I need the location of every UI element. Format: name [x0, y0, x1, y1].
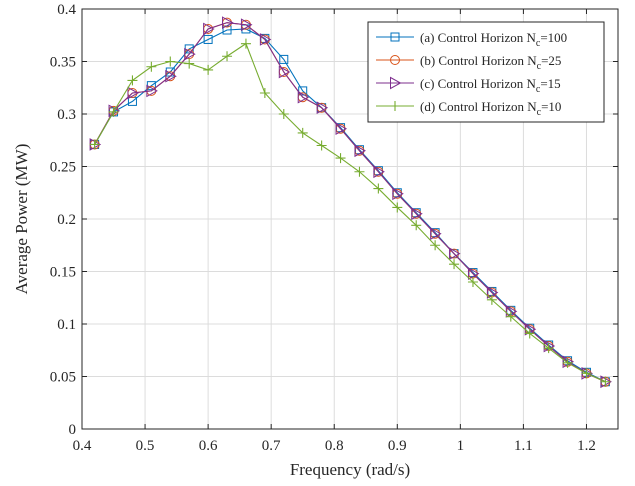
- series-layer: [89, 16, 612, 389]
- y-tick-label: 0.3: [57, 107, 76, 123]
- x-tick-label: 0.4: [73, 438, 92, 454]
- data-point: [562, 357, 573, 368]
- legend-marker: [390, 101, 400, 111]
- data-point: [411, 207, 423, 221]
- legend-entry: (a) Control Horizon Nc=100: [376, 30, 567, 49]
- data-point: [297, 127, 308, 138]
- data-point: [543, 343, 554, 354]
- legend-marker: [390, 32, 400, 42]
- data-point: [240, 38, 251, 49]
- legend-entry: (c) Control Horizon Nc=15: [376, 76, 561, 95]
- data-point: [278, 109, 289, 119]
- data-point: [600, 376, 611, 387]
- legend-entry: (d) Control Horizon Nc=10: [376, 99, 561, 118]
- data-point: [203, 22, 215, 36]
- y-tick-label: 0.15: [50, 265, 76, 281]
- data-point: [165, 69, 177, 83]
- y-tick-label: 0.25: [50, 160, 76, 176]
- x-tick-label: 1.1: [514, 438, 533, 454]
- data-point: [165, 56, 176, 67]
- data-point: [184, 47, 196, 61]
- data-point: [108, 106, 119, 117]
- series-line: [94, 42, 606, 383]
- data-point: [411, 220, 422, 231]
- data-point: [298, 86, 308, 96]
- data-point: [524, 328, 535, 339]
- data-point: [203, 64, 214, 75]
- x-tick-label: 0.6: [199, 438, 218, 454]
- data-point: [184, 58, 195, 69]
- series-line: [94, 28, 606, 383]
- data-point: [392, 187, 404, 201]
- data-point: [430, 227, 442, 241]
- data-point: [203, 34, 213, 44]
- data-point: [279, 54, 289, 64]
- data-point: [259, 88, 270, 98]
- data-point: [354, 166, 365, 177]
- data-point: [581, 368, 592, 379]
- y-tick-label: 0.35: [50, 55, 76, 71]
- data-point: [449, 247, 461, 260]
- x-tick-label: 0.8: [325, 438, 344, 454]
- series-line: [94, 22, 606, 383]
- y-tick-label: 0.05: [50, 370, 76, 386]
- y-axis-label: Average Power (MW): [12, 144, 31, 295]
- y-tick-label: 0.1: [57, 317, 76, 333]
- data-point: [373, 165, 385, 179]
- y-tick-label: 0: [69, 422, 77, 438]
- data-point: [222, 51, 233, 62]
- data-point: [354, 144, 366, 158]
- data-point: [505, 311, 516, 322]
- axis-ticks: 0.4 0.5 0.6 0.7 0.8 0.9 1 1.1 1.2 0 0.05 0.1 0.15 0.2…: [50, 2, 618, 454]
- data-point: [316, 140, 327, 151]
- legend-label: (a) Control Horizon Nc=100: [420, 30, 567, 49]
- x-tick-label: 1: [457, 438, 465, 454]
- x-axis-label: Frequency (rad/s): [290, 460, 410, 479]
- data-point: [278, 65, 291, 79]
- legend-marker: [390, 76, 402, 90]
- data-point: [373, 183, 384, 194]
- data-point: [467, 267, 480, 280]
- x-tick-label: 1.2: [577, 438, 596, 454]
- data-point: [259, 33, 272, 46]
- x-tick-label: 0.9: [388, 438, 407, 454]
- data-point: [430, 240, 441, 251]
- y-tick-label: 0.2: [57, 212, 76, 228]
- data-point: [486, 294, 497, 305]
- data-point: [392, 202, 403, 213]
- data-point: [146, 61, 157, 72]
- legend-label: (c) Control Horizon Nc=15: [420, 76, 561, 95]
- legend: (a) Control Horizon Nc=100 (b) Control Ho…: [367, 21, 605, 123]
- x-tick-label: 0.7: [262, 438, 281, 454]
- legend-box: [367, 21, 605, 123]
- data-point: [127, 75, 138, 86]
- data-point: [449, 259, 460, 270]
- series-3: [89, 38, 611, 387]
- data-point: [240, 18, 253, 32]
- legend-entry: (b) Control Horizon Nc=25: [376, 53, 561, 72]
- data-point: [222, 16, 234, 29]
- data-point: [467, 277, 478, 287]
- data-point: [335, 122, 348, 136]
- legend-label: (d) Control Horizon Nc=10: [420, 99, 561, 118]
- data-point: [127, 86, 139, 100]
- data-point: [335, 153, 346, 164]
- y-tick-label: 0.4: [57, 2, 76, 18]
- legend-label: (b) Control Horizon Nc=25: [420, 53, 561, 72]
- legend-marker: [390, 55, 400, 65]
- data-point: [146, 84, 158, 98]
- x-tick-label: 0.5: [136, 438, 155, 454]
- data-point: [316, 101, 329, 115]
- data-point: [297, 90, 310, 104]
- data-point: [89, 139, 100, 150]
